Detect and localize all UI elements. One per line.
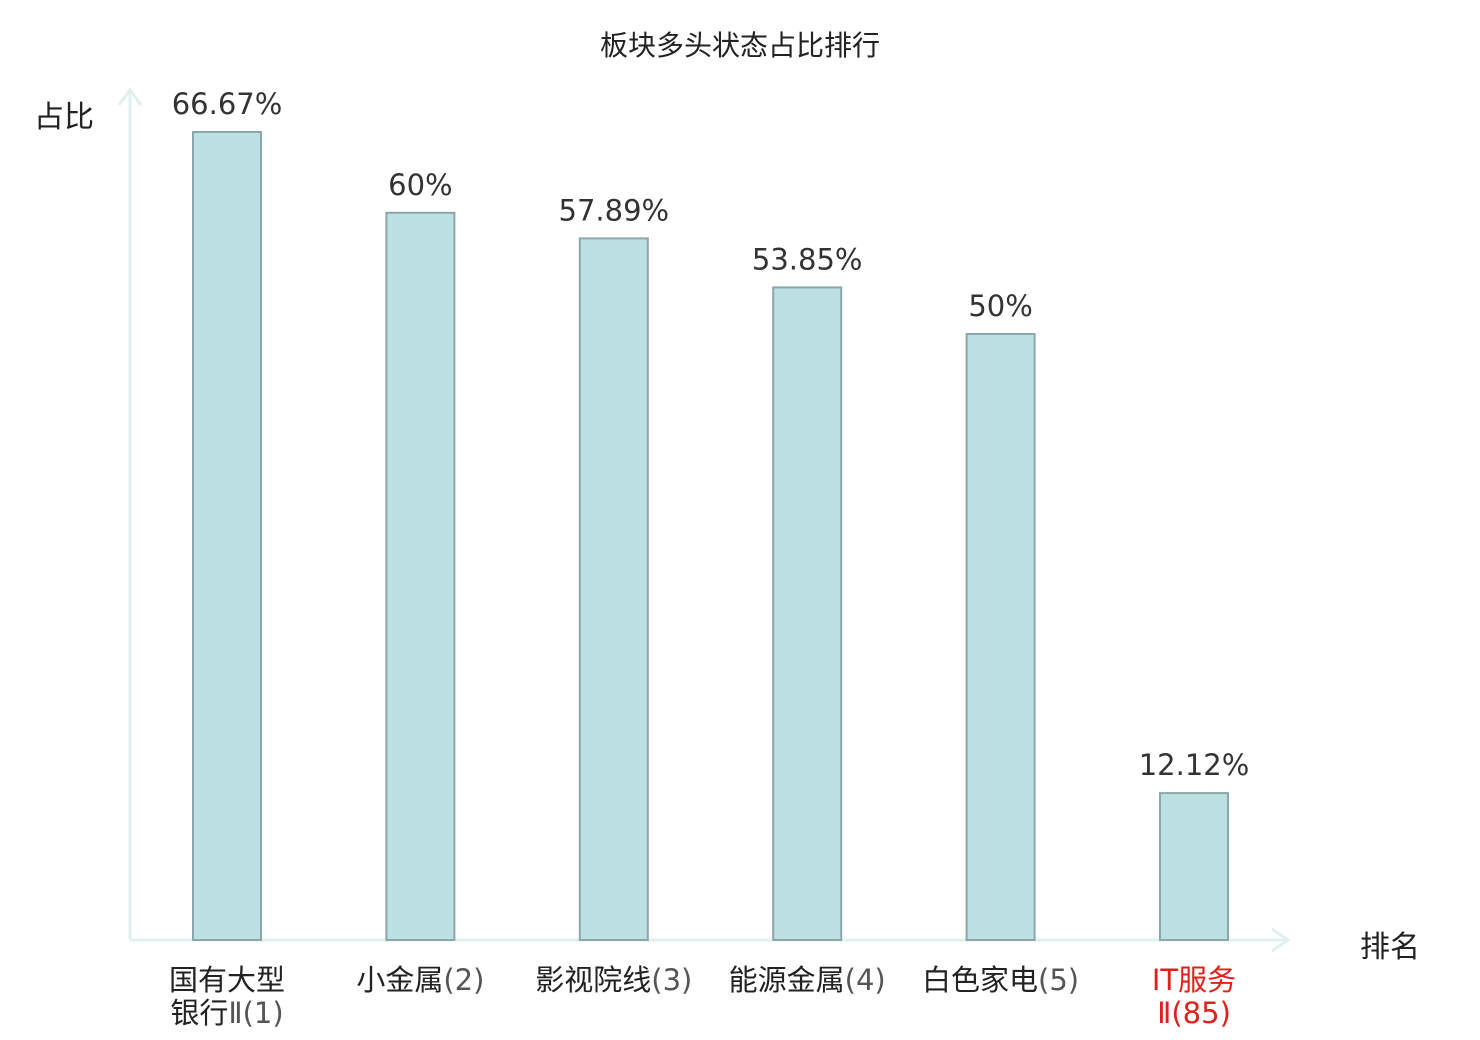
category-rank: (4) <box>844 963 886 997</box>
x-axis-label: 排名 <box>1360 930 1420 965</box>
bar <box>1159 792 1229 941</box>
bar-value-label: 12.12% <box>1139 748 1250 782</box>
category-rank: (5) <box>1038 963 1080 997</box>
category-label-line1: 影视院线 <box>535 963 652 997</box>
bar <box>965 333 1036 941</box>
category-label-line1: 国有大型 <box>168 963 285 997</box>
category-label-line1: 白色家电 <box>922 963 1039 997</box>
bar <box>385 211 456 942</box>
x-axis-arrow <box>1271 927 1291 953</box>
category-label: 小金属(2) <box>320 964 520 997</box>
value-labels-group: 66.67% 60% 57.89% 53.85% 50% 12.12% <box>172 87 1250 782</box>
bar <box>192 131 262 941</box>
category-label: 白色家电(5) <box>901 964 1101 997</box>
chart-axes <box>117 87 1291 953</box>
chart-title: 板块多头状态占比排行 <box>599 29 880 62</box>
category-label-line1: 能源金属 <box>728 963 845 997</box>
category-label-highlighted: IT服务 Ⅱ(85) <box>1094 964 1294 1030</box>
category-label: 国有大型 银行Ⅱ(1) <box>127 964 327 1030</box>
category-label-line2: 银行 <box>170 996 229 1030</box>
bars-group <box>192 131 1229 942</box>
bar-value-label: 66.67% <box>172 87 283 121</box>
bar <box>772 286 843 941</box>
bar-value-label: 53.85% <box>752 242 863 276</box>
bar <box>578 237 649 941</box>
category-rank: Ⅱ(85) <box>1157 996 1231 1030</box>
y-axis-label: 占比 <box>34 100 94 135</box>
bar-value-label: 57.89% <box>559 193 670 227</box>
category-label-line1: IT服务 <box>1151 963 1237 997</box>
category-rank: Ⅱ(1) <box>228 996 284 1030</box>
bar-value-label: 60% <box>388 168 452 202</box>
category-rank: (3) <box>651 963 693 997</box>
bar-value-label: 50% <box>968 289 1032 323</box>
category-label: 能源金属(4) <box>707 964 907 997</box>
category-label: 影视院线(3) <box>514 964 714 997</box>
category-label-line1: 小金属 <box>356 963 444 997</box>
category-rank: (2) <box>443 963 485 997</box>
y-axis-arrow <box>117 87 143 106</box>
